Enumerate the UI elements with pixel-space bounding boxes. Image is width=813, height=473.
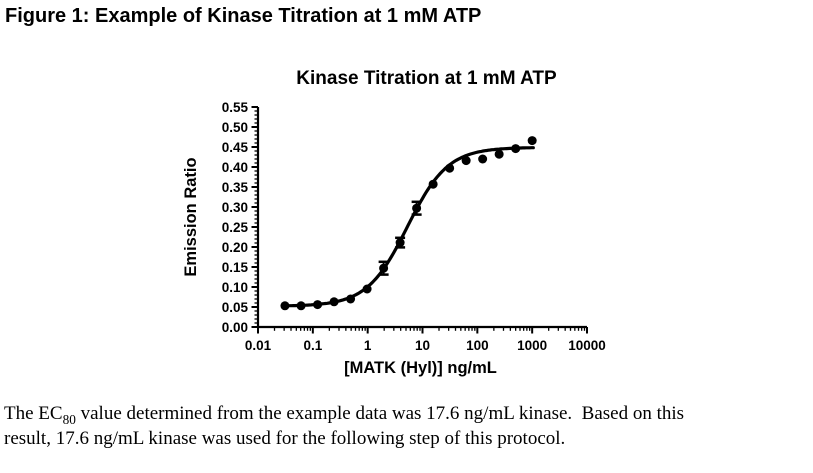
data-point	[428, 179, 438, 189]
ec80-subscript: 80	[62, 411, 76, 427]
y-tick-label: 0.50	[222, 120, 248, 135]
data-point	[346, 294, 356, 304]
figure-caption: Figure 1: Example of Kinase Titration at…	[5, 5, 482, 27]
y-tick-label: 0.00	[222, 320, 248, 335]
x-tick-label: 100	[466, 338, 489, 353]
chart-title: Kinase Titration at 1 mM ATP	[296, 68, 557, 89]
data-point	[313, 300, 323, 310]
y-tick-label: 0.10	[222, 280, 248, 295]
data-point	[478, 154, 488, 164]
data-point	[362, 284, 372, 294]
data-point	[280, 301, 290, 311]
y-tick-label: 0.15	[222, 260, 249, 275]
x-tick-label: 10000	[568, 338, 606, 353]
data-point	[412, 203, 422, 213]
data-point	[445, 163, 455, 173]
chart-canvas: 0.00 0.05 0.10 0.15 0.20 0.25 0.30 0.35 0.40 0.45…	[182, 68, 606, 377]
y-tick-label: 0.40	[222, 160, 248, 175]
x-tick-label: 1000	[517, 338, 547, 353]
y-tick-label: 0.05	[222, 300, 249, 315]
y-tick-label: 0.20	[222, 240, 248, 255]
data-point	[395, 238, 405, 248]
data-point	[379, 263, 389, 273]
y-tick-label: 0.25	[222, 220, 249, 235]
x-tick-label: 0.1	[303, 338, 322, 353]
kinase-titration-chart: 0.00 0.05 0.10 0.15 0.20 0.25 0.30 0.35 0.40 0.45…	[170, 48, 650, 403]
data-point	[329, 297, 339, 307]
x-tick-label: 1	[364, 338, 372, 353]
data-point	[461, 156, 471, 166]
y-tick-label: 0.45	[222, 140, 249, 155]
body-paragraph: The EC80 value determined from the examp…	[4, 401, 812, 451]
y-tick-label: 0.35	[222, 180, 249, 195]
data-point	[296, 301, 306, 311]
x-axis-label: [MATK (Hyl)] ng/mL	[344, 359, 497, 377]
fit-curve	[280, 146, 535, 308]
body-text-line1-post: value determined from the example data w…	[75, 403, 685, 424]
x-tick-label: 0.01	[245, 338, 272, 353]
data-point	[494, 149, 504, 159]
x-tick-label: 10	[415, 338, 430, 353]
data-point	[527, 136, 537, 146]
data-point	[511, 144, 521, 154]
body-text-line1-pre: The EC	[4, 403, 63, 424]
y-tick-label: 0.55	[222, 100, 249, 115]
y-axis-label: Emission Ratio	[182, 157, 200, 276]
body-text-line2: result, 17.6 ng/mL kinase was used for t…	[4, 428, 566, 449]
y-tick-label: 0.30	[222, 200, 248, 215]
